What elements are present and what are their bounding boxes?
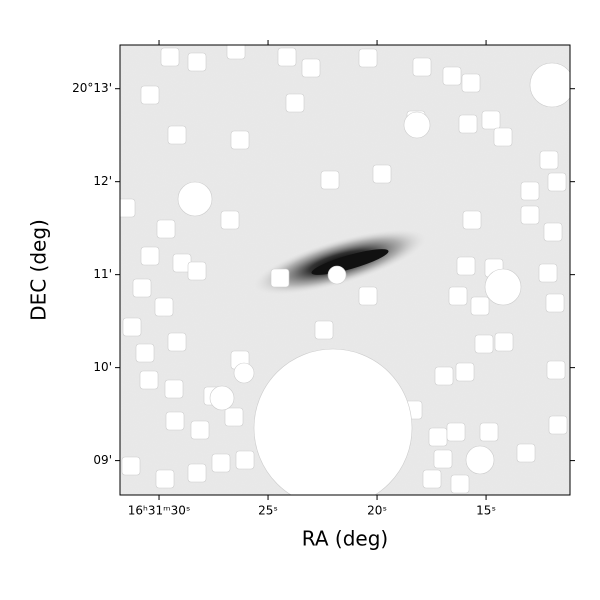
mask — [529, 62, 570, 108]
x-axis-label: RA (deg) — [302, 527, 388, 551]
mask — [314, 320, 334, 340]
mask — [187, 52, 207, 72]
y-tick-label: 12' — [93, 174, 112, 188]
mask — [538, 263, 558, 283]
mask — [230, 130, 250, 150]
mask — [167, 125, 187, 145]
mask — [545, 293, 565, 313]
mask — [235, 450, 255, 470]
mask — [285, 93, 305, 113]
mask — [154, 297, 174, 317]
mask — [167, 332, 187, 352]
mask — [277, 47, 297, 67]
mask — [461, 73, 481, 93]
mask — [422, 469, 442, 489]
mask — [327, 265, 347, 285]
mask — [233, 362, 255, 384]
mask — [372, 164, 392, 184]
mask — [434, 366, 454, 386]
mask — [539, 150, 559, 170]
mask — [546, 360, 566, 380]
mask — [481, 110, 501, 130]
mask — [448, 286, 468, 306]
mask — [140, 85, 160, 105]
mask — [470, 296, 490, 316]
mask — [442, 66, 462, 86]
mask — [164, 379, 184, 399]
mask — [135, 343, 155, 363]
mask — [484, 268, 522, 306]
x-tick-label: 25ˢ — [258, 504, 278, 518]
mask — [190, 420, 210, 440]
mask — [187, 261, 207, 281]
mask — [450, 474, 470, 494]
mask — [160, 47, 180, 67]
mask — [494, 332, 514, 352]
mask — [520, 205, 540, 225]
mask — [320, 170, 340, 190]
mask — [226, 45, 246, 60]
mask — [520, 181, 540, 201]
x-tick-label: 20ˢ — [367, 504, 387, 518]
y-tick-label: 20°13' — [72, 81, 112, 95]
frame — [119, 44, 571, 496]
mask — [165, 411, 185, 431]
y-tick-label: 11' — [93, 267, 112, 281]
mask — [220, 210, 240, 230]
mask — [177, 181, 213, 217]
mask — [474, 334, 494, 354]
mask — [209, 385, 235, 411]
mask — [543, 222, 563, 242]
mask — [479, 422, 499, 442]
mask — [139, 370, 159, 390]
mask — [270, 268, 290, 288]
mask — [446, 422, 466, 442]
mask — [516, 443, 536, 463]
mask — [403, 111, 431, 139]
mask — [132, 278, 152, 298]
mask — [462, 210, 482, 230]
mask — [122, 317, 142, 337]
mask — [155, 469, 175, 489]
mask — [156, 219, 176, 239]
image — [120, 45, 570, 495]
mask — [358, 286, 378, 306]
y-tick-label: 09' — [93, 453, 112, 467]
mask — [493, 127, 513, 147]
mask — [548, 415, 568, 435]
mask — [428, 427, 448, 447]
x-tick-label: 16ʰ31ᵐ30ˢ — [128, 504, 191, 518]
x-tick-label: 15ˢ — [476, 504, 496, 518]
mask — [301, 58, 321, 78]
mask — [465, 445, 495, 475]
mask — [358, 48, 378, 68]
mask — [547, 172, 567, 192]
mask — [455, 362, 475, 382]
mask — [458, 114, 478, 134]
mask — [433, 449, 453, 469]
mask — [121, 456, 141, 476]
mask — [253, 348, 413, 495]
mask — [224, 407, 244, 427]
mask — [211, 453, 231, 473]
y-axis-label: DEC (deg) — [27, 219, 51, 321]
y-tick-label: 10' — [93, 360, 112, 374]
mask — [120, 198, 136, 218]
mask — [456, 256, 476, 276]
mask — [187, 463, 207, 483]
mask — [140, 246, 160, 266]
mask — [412, 57, 432, 77]
